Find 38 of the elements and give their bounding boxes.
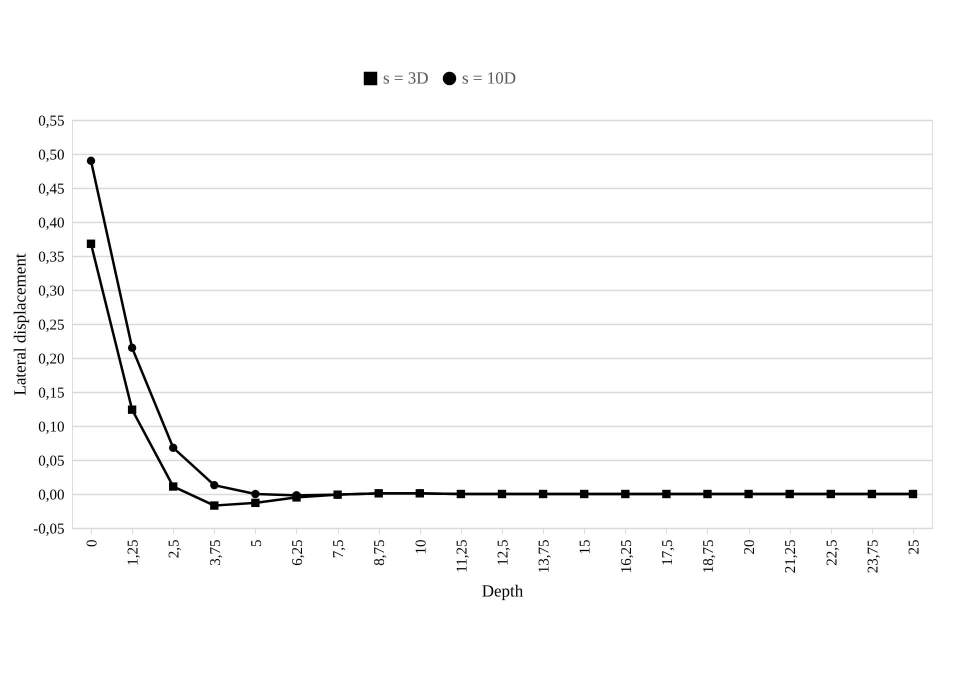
y-tick-label: 0,55 bbox=[38, 114, 64, 130]
y-tick-label: 0,50 bbox=[38, 148, 64, 164]
y-tick-label: 0,35 bbox=[38, 250, 64, 266]
x-tick-label: 20 bbox=[742, 540, 758, 554]
x-tick-label: 16,25 bbox=[618, 540, 635, 574]
x-tick-label: 11,25 bbox=[454, 540, 470, 573]
x-tick-label: 17,5 bbox=[660, 540, 676, 566]
y-tick-label: 0,45 bbox=[38, 182, 64, 198]
y-axis-title: Lateral displacement bbox=[10, 253, 30, 396]
x-tick-label: 1,25 bbox=[126, 540, 142, 566]
x-tick-label: 8,75 bbox=[372, 540, 388, 566]
x-tick-label: 12,5 bbox=[496, 540, 512, 566]
x-tick-label: 25 bbox=[906, 540, 922, 554]
legend-label: s = 10D bbox=[462, 68, 516, 88]
x-tick-label: 0 bbox=[84, 540, 100, 547]
y-tick-label: 0,15 bbox=[38, 386, 64, 402]
x-tick-label: 21,25 bbox=[783, 540, 800, 574]
x-tick-label: 13,75 bbox=[536, 540, 553, 574]
x-tick-label: 6,25 bbox=[290, 540, 306, 566]
x-tick-label: 5 bbox=[248, 540, 265, 547]
x-tick-label: 23,75 bbox=[865, 540, 882, 574]
y-tick-label: 0,30 bbox=[38, 284, 64, 300]
x-tick-label: 22,5 bbox=[824, 540, 840, 566]
y-tick-label: 0,25 bbox=[38, 318, 64, 334]
y-tick-label: 0,00 bbox=[38, 488, 64, 504]
y-tick-label: 0,10 bbox=[38, 420, 64, 436]
x-tick-label: 7,5 bbox=[331, 540, 348, 558]
x-tick-label: 10 bbox=[413, 540, 430, 554]
y-tick-label: 0,05 bbox=[38, 454, 64, 470]
x-tick-label: 15 bbox=[578, 540, 594, 554]
x-tick-label: 2,5 bbox=[166, 540, 183, 558]
x-tick-label: 18,75 bbox=[701, 540, 717, 574]
x-axis-title: Depth bbox=[482, 581, 524, 600]
y-tick-label: 0,40 bbox=[38, 216, 64, 232]
legend-label: s = 3D bbox=[383, 68, 428, 88]
y-tick-label: 0,20 bbox=[38, 352, 64, 368]
x-tick-label: 3,75 bbox=[208, 540, 224, 566]
y-tick-label: -0,05 bbox=[33, 522, 64, 538]
